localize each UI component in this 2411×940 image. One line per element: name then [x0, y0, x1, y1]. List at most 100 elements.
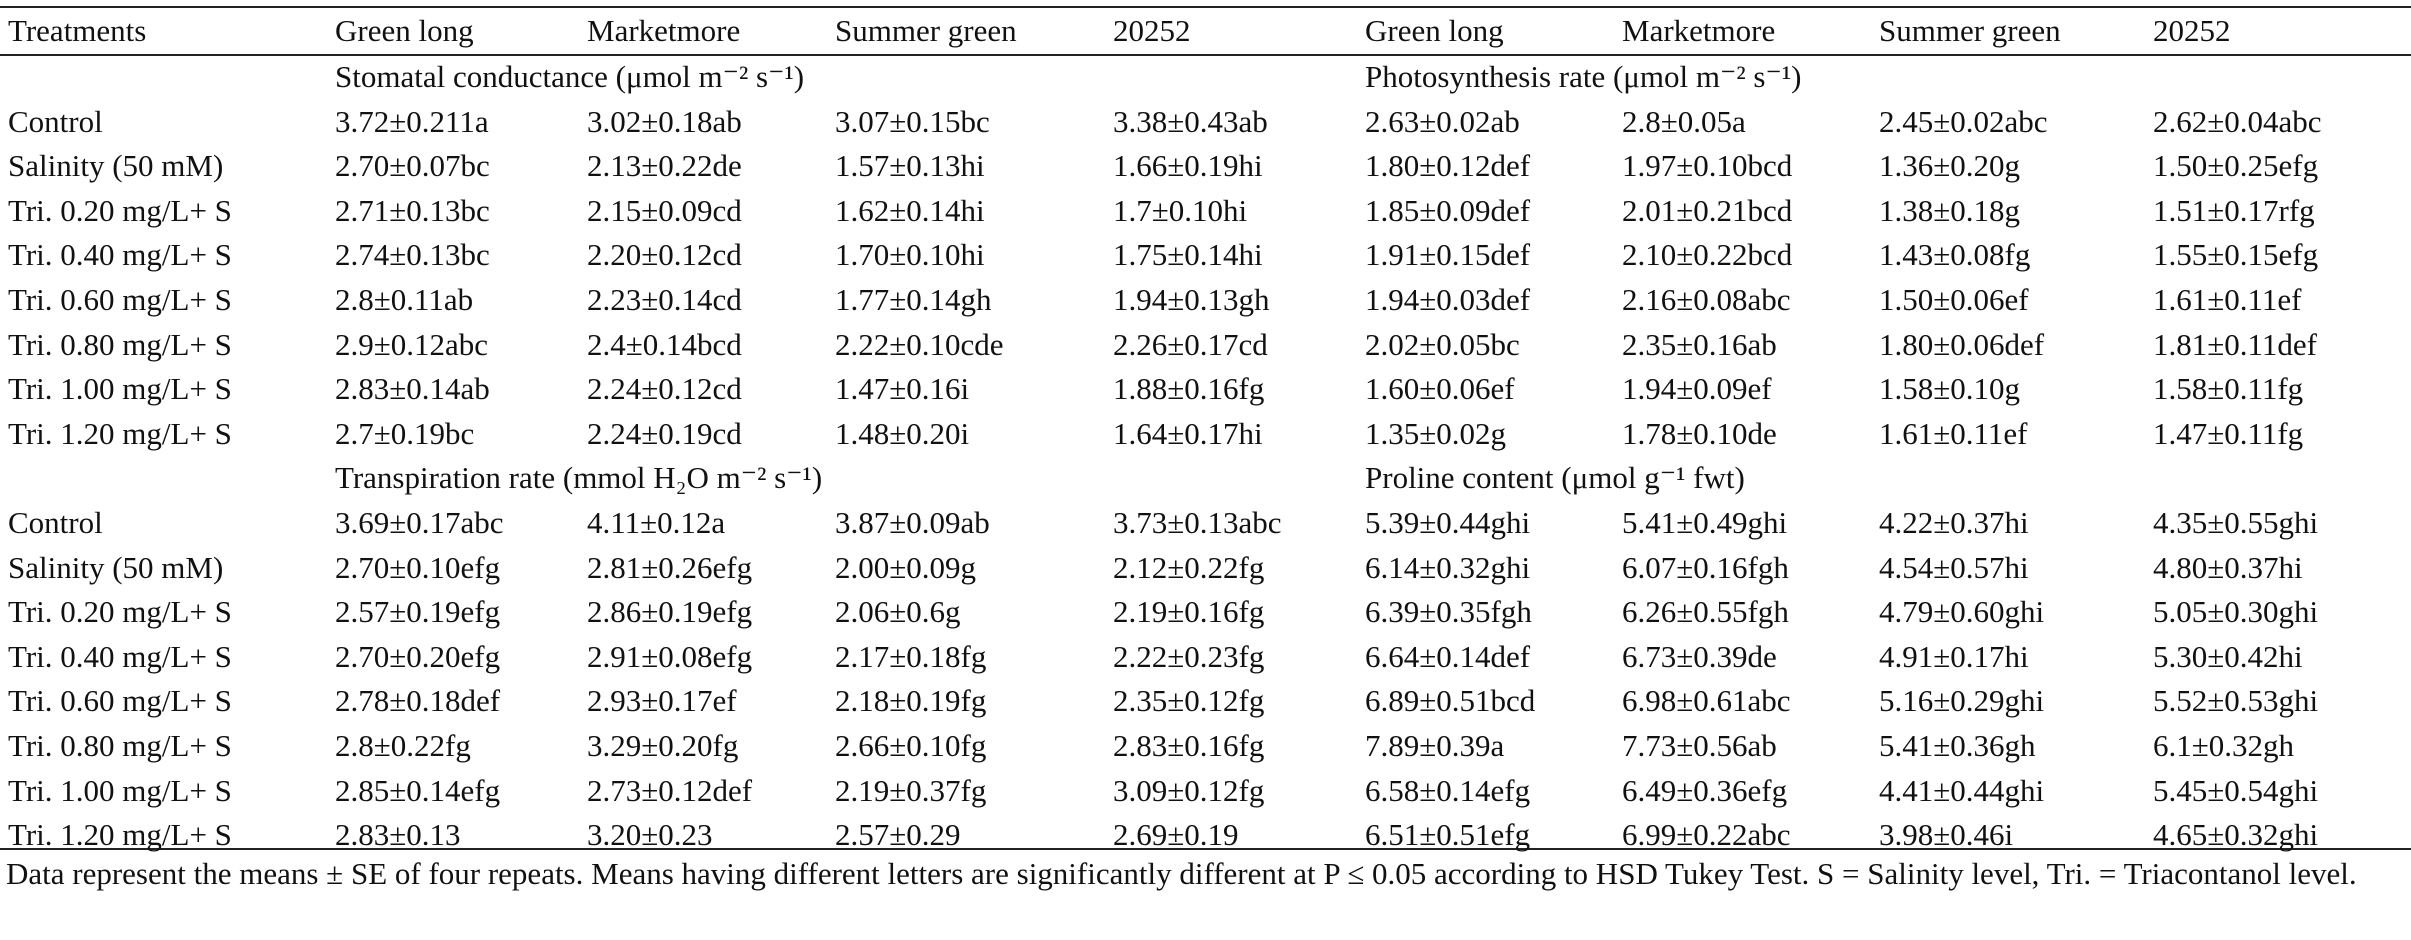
row-label: Tri. 0.40 mg/L+ S	[8, 638, 232, 674]
table-cell: 1.61±0.11ef	[2153, 282, 2302, 317]
section-title: Transpiration rate (mmol H₂O m⁻² s⁻¹)	[335, 460, 823, 496]
table-cell: 4.79±0.60ghi	[1879, 594, 2045, 630]
table-cell: 2.4±0.14bcd	[587, 326, 742, 362]
table-cell: 6.14±0.32ghi	[1365, 549, 1531, 585]
table-cell: 2.70±0.20efg	[335, 638, 501, 674]
table-cell: 2.00±0.09g	[835, 549, 977, 585]
table-cell: 1.47±0.11fg	[2153, 415, 2304, 451]
table-cell: 2.16±0.08abc	[1622, 282, 1791, 317]
table-cell: 2.70±0.10efg	[335, 549, 501, 585]
table-cell: 1.94±0.03def	[1365, 282, 1531, 317]
table-cell: 3.72±0.211a	[335, 103, 489, 139]
table-cell: 5.05±0.30ghi	[2153, 594, 2319, 630]
table-cell: 4.80±0.37hi	[2153, 549, 2303, 585]
table-cell: 1.78±0.10de	[1622, 415, 1777, 451]
section-title: Photosynthesis rate (μmol m⁻² s⁻¹)	[1365, 59, 1802, 94]
table-cell: 1.57±0.13hi	[835, 148, 985, 184]
table-cell: 2.91±0.08efg	[587, 638, 753, 674]
table-cell: 6.98±0.61abc	[1622, 683, 1791, 719]
table-cell: 2.62±0.04abc	[2153, 103, 2322, 139]
column-header: Marketmore	[1622, 13, 1776, 48]
section-title: Proline content (μmol g⁻¹ fwt)	[1365, 460, 1745, 496]
table-cell: 2.02±0.05bc	[1365, 326, 1520, 362]
table-cell: 2.57±0.19efg	[335, 594, 501, 630]
top-rule	[0, 6, 2411, 8]
row-label: Tri. 0.20 mg/L+ S	[8, 192, 232, 228]
table-cell: 2.7±0.19bc	[335, 415, 475, 451]
table-cell: 5.30±0.42hi	[2153, 638, 2303, 674]
table-cell: 2.06±0.6g	[835, 594, 961, 630]
row-label: Salinity (50 mM)	[8, 148, 224, 184]
table-cell: 1.80±0.12def	[1365, 148, 1531, 184]
table-cell: 1.91±0.15def	[1365, 237, 1531, 273]
table-cell: 2.10±0.22bcd	[1622, 237, 1793, 273]
table-cell: 1.81±0.11def	[2153, 326, 2317, 362]
table-cell: 1.51±0.17rfg	[2153, 192, 2315, 228]
table-cell: 2.86±0.19efg	[587, 594, 753, 630]
table-cell: 2.83±0.16fg	[1113, 728, 1265, 763]
table-cell: 1.55±0.15efg	[2153, 237, 2319, 273]
table-cell: 6.49±0.36efg	[1622, 772, 1788, 808]
table-cell: 6.58±0.14efg	[1365, 772, 1531, 808]
table-cell: 2.45±0.02abc	[1879, 103, 2048, 139]
table-cell: 5.52±0.53ghi	[2153, 683, 2319, 719]
table-cell: 6.26±0.55fgh	[1622, 594, 1789, 630]
table-cell: 1.35±0.02g	[1365, 415, 1507, 451]
table-cell: 4.41±0.44ghi	[1879, 772, 2045, 808]
table-cell: 2.85±0.14efg	[335, 772, 501, 808]
table-cell: 4.65±0.32ghi	[2153, 817, 2319, 853]
table-cell: 1.61±0.11ef	[1879, 415, 2028, 451]
table-cell: 2.71±0.13bc	[335, 192, 490, 228]
table-cell: 1.47±0.16i	[835, 371, 970, 407]
column-header: 20252	[2153, 13, 2231, 48]
footnote: Data represent the means ± SE of four re…	[6, 856, 2357, 891]
table-cell: 3.20±0.23	[587, 817, 713, 853]
table-cell: 1.50±0.25efg	[2153, 148, 2319, 184]
table-cell: 7.89±0.39a	[1365, 728, 1505, 763]
table-cell: 5.16±0.29ghi	[1879, 683, 2045, 719]
table-cell: 1.7±0.10hi	[1113, 192, 1248, 228]
table-cell: 3.29±0.20fg	[587, 728, 739, 763]
table-cell: 1.94±0.13gh	[1113, 282, 1270, 317]
table-cell: 2.26±0.17cd	[1113, 326, 1268, 362]
table-cell: 3.98±0.46i	[1879, 817, 2014, 853]
column-header: Summer green	[835, 13, 1017, 48]
table-cell: 2.13±0.22de	[587, 148, 742, 184]
table-cell: 2.24±0.19cd	[587, 415, 742, 451]
row-label: Tri. 0.60 mg/L+ S	[8, 282, 232, 317]
table-cell: 6.39±0.35fgh	[1365, 594, 1532, 630]
column-header: Treatments	[8, 13, 147, 48]
table-cell: 1.77±0.14gh	[835, 282, 992, 317]
table-cell: 1.62±0.14hi	[835, 192, 985, 228]
table-cell: 2.70±0.07bc	[335, 148, 490, 184]
table-cell: 2.63±0.02ab	[1365, 103, 1520, 139]
column-header: 20252	[1113, 13, 1191, 48]
table-cell: 4.54±0.57hi	[1879, 549, 2029, 585]
table-cell: 2.22±0.10cde	[835, 326, 1004, 362]
table-cell: 1.60±0.06ef	[1365, 371, 1515, 407]
table-cell: 1.58±0.10g	[1879, 371, 2021, 407]
header-rule	[0, 54, 2411, 56]
table-cell: 2.18±0.19fg	[835, 683, 987, 719]
table-cell: 2.83±0.14ab	[335, 371, 490, 407]
row-label: Salinity (50 mM)	[8, 549, 224, 585]
table-cell: 2.8±0.05a	[1622, 103, 1746, 139]
table-cell: 1.48±0.20i	[835, 415, 970, 451]
table-cell: 6.51±0.51efg	[1365, 817, 1531, 853]
table-cell: 2.15±0.09cd	[587, 192, 742, 228]
section-title: Stomatal conductance (μmol m⁻² s⁻¹)	[335, 59, 805, 94]
row-label: Control	[8, 103, 103, 139]
table-cell: 4.22±0.37hi	[1879, 505, 2029, 540]
table-cell: 6.73±0.39de	[1622, 638, 1777, 674]
row-label: Control	[8, 505, 103, 540]
table-cell: 3.07±0.15bc	[835, 103, 990, 139]
table-cell: 2.12±0.22fg	[1113, 549, 1265, 585]
table-cell: 2.93±0.17ef	[587, 683, 737, 719]
row-label: Tri. 1.20 mg/L+ S	[8, 817, 232, 853]
row-label: Tri. 0.80 mg/L+ S	[8, 728, 232, 763]
table-cell: 2.57±0.29	[835, 817, 961, 853]
table-cell: 2.19±0.37fg	[835, 772, 987, 808]
table-cell: 2.73±0.12def	[587, 772, 753, 808]
column-header: Summer green	[1879, 13, 2061, 48]
